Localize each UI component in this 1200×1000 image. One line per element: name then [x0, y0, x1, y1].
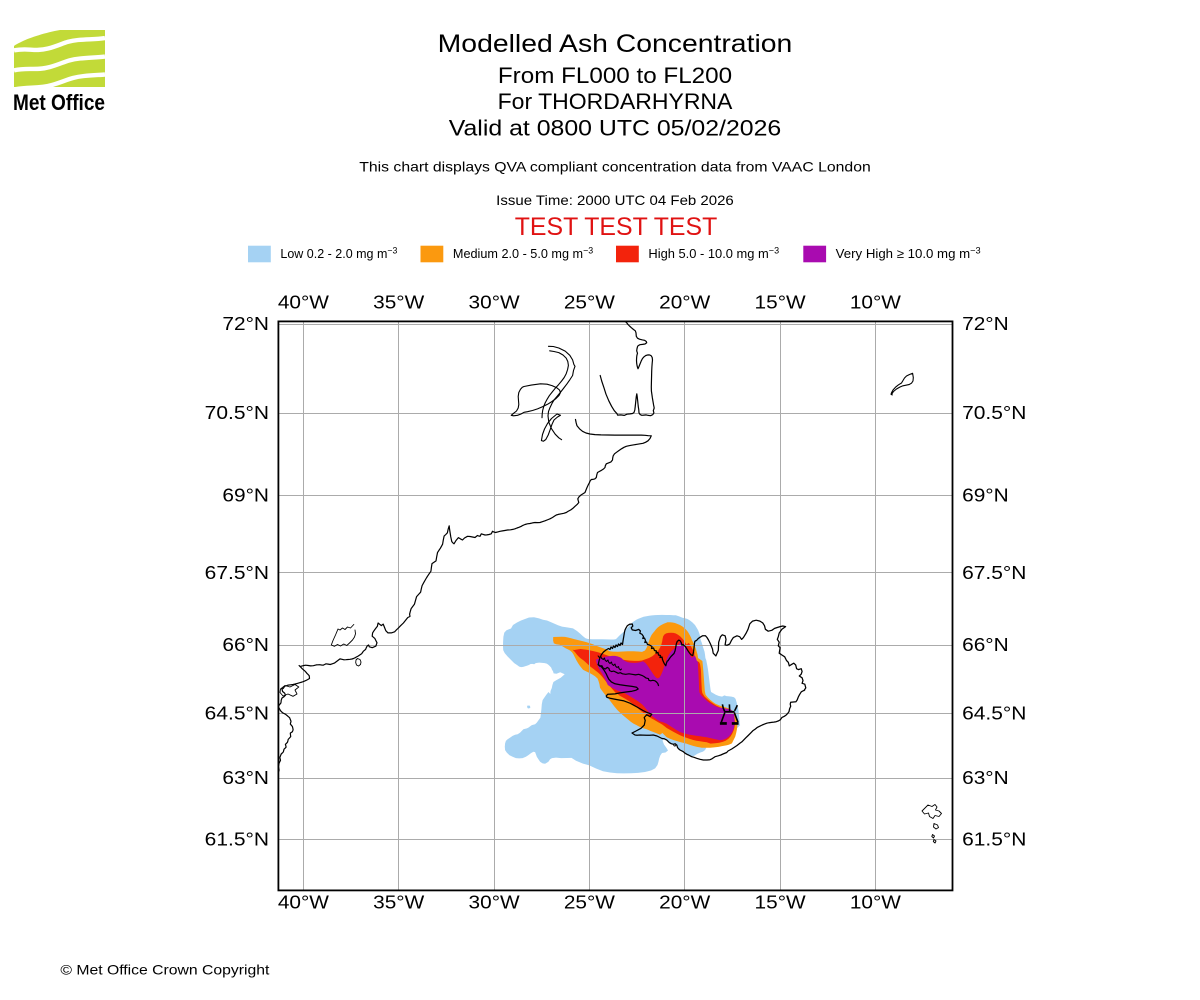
svg-text:64.5°N: 64.5°N: [962, 702, 1026, 723]
svg-text:15°W: 15°W: [755, 292, 807, 313]
svg-text:25°W: 25°W: [564, 292, 616, 313]
svg-text:69°N: 69°N: [222, 485, 269, 506]
svg-text:High 5.0 - 10.0 mg m−3: High 5.0 - 10.0 mg m−3: [648, 246, 779, 262]
svg-text:10°W: 10°W: [850, 292, 902, 313]
svg-text:40°W: 40°W: [278, 892, 330, 913]
svg-text:66°N: 66°N: [222, 634, 269, 655]
svg-text:Medium 2.0 - 5.0 mg m−3: Medium 2.0 - 5.0 mg m−3: [453, 246, 593, 262]
svg-text:63°N: 63°N: [222, 767, 269, 788]
svg-text:40°W: 40°W: [278, 292, 330, 313]
svg-text:67.5°N: 67.5°N: [205, 562, 269, 583]
svg-text:72°N: 72°N: [222, 313, 269, 334]
svg-text:Valid at 0800 UTC 05/02/2026: Valid at 0800 UTC 05/02/2026: [449, 116, 782, 141]
svg-text:30°W: 30°W: [469, 892, 521, 913]
svg-text:20°W: 20°W: [659, 292, 711, 313]
svg-text:70.5°N: 70.5°N: [205, 402, 269, 423]
svg-text:For THORDARHYRNA: For THORDARHYRNA: [498, 89, 733, 114]
svg-text:30°W: 30°W: [469, 292, 521, 313]
svg-text:Very High ≥ 10.0 mg m−3: Very High ≥ 10.0 mg m −3: [836, 246, 981, 262]
svg-text:72°N: 72°N: [962, 313, 1009, 334]
svg-text:20°W: 20°W: [659, 892, 711, 913]
svg-text:Low 0.2 - 2.0 mg m−3: Low 0.2 - 2.0 mg m−3: [280, 246, 397, 262]
svg-text:35°W: 35°W: [373, 292, 425, 313]
svg-text:Issue Time: 2000 UTC 04 Feb 20: Issue Time: 2000 UTC 04 Feb 2026: [496, 192, 734, 208]
svg-text:25°W: 25°W: [564, 892, 616, 913]
svg-text:15°W: 15°W: [755, 892, 807, 913]
svg-text:64.5°N: 64.5°N: [205, 702, 269, 723]
svg-text:Met Office: Met Office: [13, 90, 105, 115]
svg-text:This chart displays QVA compli: This chart displays QVA compliant concen…: [359, 158, 871, 174]
svg-text:61.5°N: 61.5°N: [205, 828, 269, 849]
svg-text:From FL000 to FL200: From FL000 to FL200: [498, 63, 732, 88]
svg-text:63°N: 63°N: [962, 767, 1009, 788]
svg-text:70.5°N: 70.5°N: [962, 402, 1026, 423]
svg-text:66°N: 66°N: [962, 634, 1009, 655]
svg-text:69°N: 69°N: [962, 485, 1009, 506]
svg-text:TEST TEST TEST: TEST TEST TEST: [515, 213, 718, 241]
svg-text:Modelled Ash Concentration: Modelled Ash Concentration: [438, 30, 793, 58]
svg-text:61.5°N: 61.5°N: [962, 828, 1026, 849]
svg-text:67.5°N: 67.5°N: [962, 562, 1026, 583]
svg-text:10°W: 10°W: [850, 892, 902, 913]
svg-text:© Met Office Crown Copyright: © Met Office Crown Copyright: [60, 962, 269, 978]
svg-text:35°W: 35°W: [373, 892, 425, 913]
